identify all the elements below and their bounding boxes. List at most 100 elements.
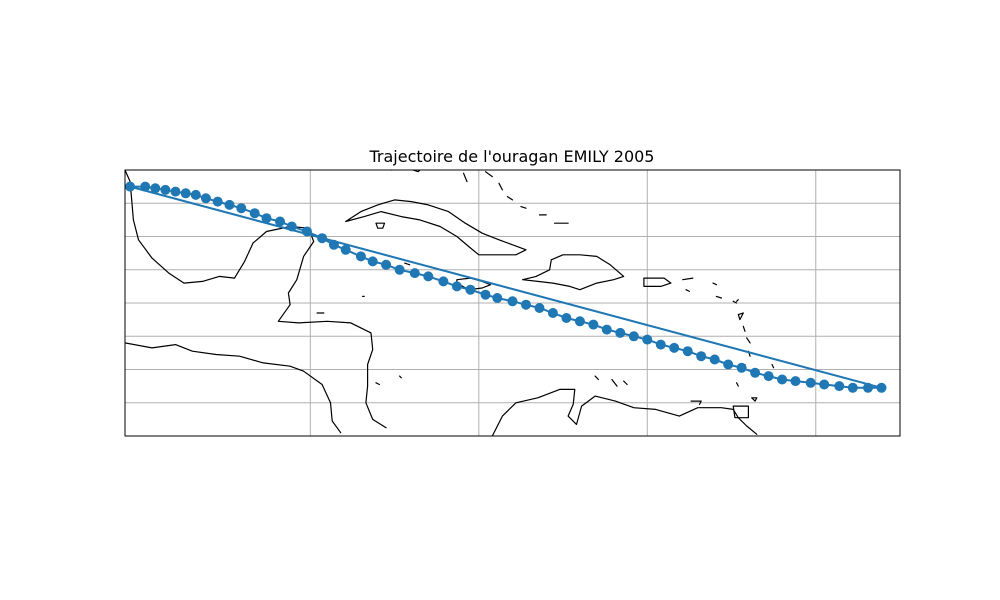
track-point-9 — [224, 199, 235, 210]
track-point-44 — [696, 351, 707, 362]
track-point-48 — [750, 367, 761, 378]
track-point-57 — [876, 382, 887, 393]
track-point-51 — [790, 376, 801, 387]
coastline-san-andres — [399, 375, 402, 379]
coastline-bahamas-4 — [498, 182, 503, 191]
track-point-21 — [381, 259, 392, 270]
track-point-36 — [588, 319, 599, 330]
track-point-29 — [492, 293, 503, 303]
coastline-isla-juventud — [375, 222, 386, 229]
coastline-bahamas-5 — [506, 196, 514, 201]
track-point-32 — [534, 303, 545, 313]
track-point-53 — [819, 379, 830, 390]
track-point-28 — [480, 289, 491, 300]
coastline-leeward-a — [712, 282, 718, 286]
track-point-23 — [409, 268, 420, 279]
track-point-4 — [170, 186, 181, 197]
track-point-37 — [601, 324, 612, 335]
track-point-38 — [615, 327, 626, 338]
track-point-39 — [628, 331, 639, 342]
track-point-7 — [200, 193, 211, 204]
track-point-43 — [682, 346, 693, 357]
track-point-26 — [451, 281, 462, 292]
track-point-52 — [805, 377, 816, 388]
coastline-lesser-antilles-1 — [735, 299, 739, 302]
coastline-leeward-c — [732, 300, 738, 304]
coastline-lesser-antilles-8 — [735, 382, 739, 387]
coastline-lesser-antilles-6 — [771, 363, 775, 369]
coastline-abc-islands — [594, 375, 600, 381]
coastline-bahamas-2 — [463, 172, 468, 183]
track-point-16 — [317, 233, 328, 244]
track-point-24 — [423, 271, 434, 282]
track-point-50 — [777, 374, 788, 385]
track-point-34 — [561, 313, 572, 323]
track-point-12 — [261, 213, 272, 224]
coastline-corn-island — [375, 382, 380, 386]
coastline-hispaniola — [521, 254, 625, 291]
track-point-14 — [286, 221, 297, 232]
coastline-bahamas-3 — [484, 171, 493, 178]
track-point-3 — [160, 184, 171, 195]
track-point-10 — [236, 203, 247, 214]
track-point-17 — [328, 239, 339, 250]
track-point-0 — [125, 181, 136, 192]
track-point-20 — [367, 256, 378, 267]
track-point-25 — [438, 276, 449, 287]
track-point-27 — [465, 284, 476, 295]
coastline-virgin-isl — [682, 277, 694, 281]
coastline-margarita — [690, 400, 702, 405]
coastline-cuba — [345, 199, 527, 256]
map-frame — [124, 169, 901, 437]
track-point-5 — [180, 188, 191, 199]
track-point-11 — [249, 208, 260, 219]
track-point-13 — [275, 216, 285, 227]
track-point-18 — [340, 244, 351, 255]
coastline-gulf-coast — [125, 170, 236, 284]
track-point-22 — [394, 264, 405, 275]
coastline-yucatan — [233, 225, 315, 306]
coastline-south-america — [491, 388, 758, 436]
track-line — [130, 185, 882, 389]
track-point-35 — [574, 316, 585, 327]
track-point-42 — [669, 342, 680, 353]
track-point-55 — [847, 382, 858, 393]
coastline-florida — [390, 170, 421, 173]
coastline-caymans — [404, 262, 411, 266]
map-title: Trajectoire de l'ouragan EMILY 2005 — [369, 147, 655, 166]
coastline-bahamas-6 — [520, 206, 527, 209]
track-point-31 — [521, 299, 531, 310]
coastline-pacific-coast — [125, 342, 342, 434]
track-point-56 — [863, 382, 873, 393]
gridlines — [125, 170, 900, 436]
coastline-abc-2 — [611, 378, 618, 387]
track-point-46 — [723, 359, 734, 370]
coastline-central-america — [277, 304, 387, 429]
track-return-line — [129, 185, 882, 389]
coastline-lesser-antilles-4 — [746, 337, 751, 344]
coastline-lesser-antilles-2 — [737, 312, 744, 321]
track-point-47 — [736, 362, 747, 373]
coastline-virgin-2 — [685, 289, 691, 292]
coastline-island-tobago — [751, 397, 758, 402]
track-point-41 — [655, 339, 666, 350]
track-point-30 — [507, 296, 518, 307]
track-point-33 — [547, 308, 558, 318]
track-point-40 — [642, 334, 653, 345]
track-point-6 — [190, 189, 201, 200]
track-point-49 — [763, 371, 774, 382]
hurricane-track — [125, 181, 887, 393]
track-point-2 — [150, 183, 161, 194]
coastline-lesser-antilles-3 — [742, 325, 746, 332]
coastline-leeward-b — [715, 295, 723, 299]
track-point-19 — [355, 251, 366, 262]
track-point-8 — [212, 196, 223, 207]
track-point-54 — [834, 381, 845, 392]
coastline-puerto-rico — [643, 277, 672, 287]
track-point-1 — [140, 181, 151, 192]
track-point-45 — [709, 354, 720, 365]
track-point-15 — [302, 226, 312, 237]
coastline-abc-3 — [623, 380, 628, 386]
coastlines — [125, 170, 775, 436]
